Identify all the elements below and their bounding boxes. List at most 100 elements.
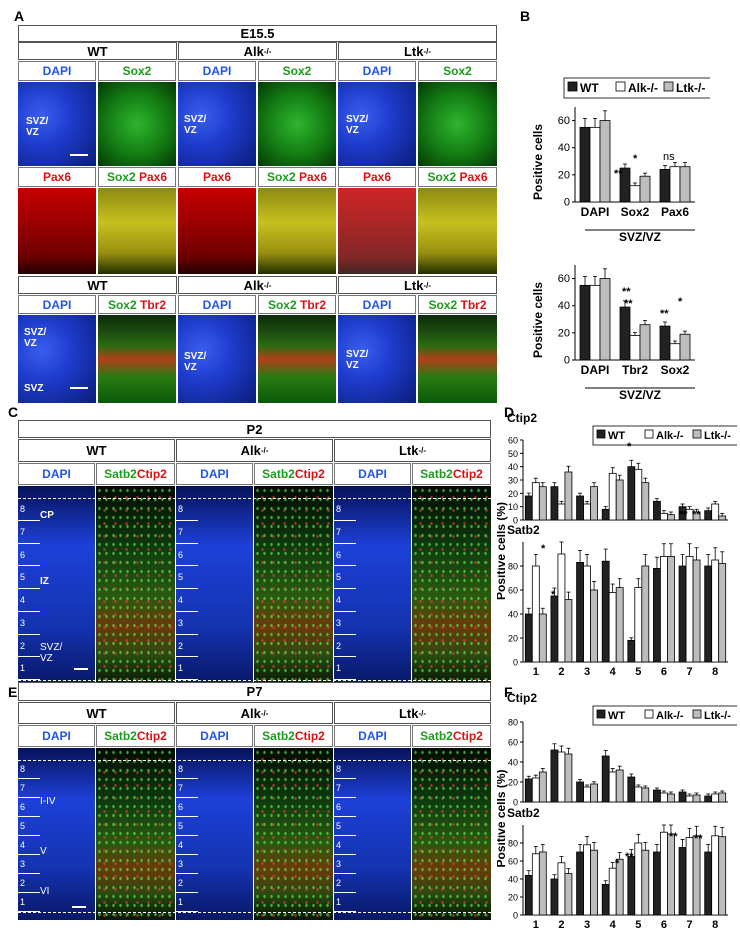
y-tick-label: 20 <box>508 778 518 788</box>
y-axis-title: Positive cells <box>531 124 545 200</box>
genotype-wt-c: WT <box>18 439 175 462</box>
legend-label-0: WT <box>580 81 599 95</box>
bin-label-3: 3 <box>18 612 40 635</box>
y-tick-label: 80 <box>508 718 518 728</box>
micrograph-dapi-p2-wt: CP IZ SVZ/ VZ <box>18 486 95 686</box>
bin-label-4: 4 <box>334 836 356 855</box>
micrograph-sox2-pax6-ltk <box>418 188 497 274</box>
bar-ltk-5 <box>641 787 650 803</box>
stage-label-e15: E15.5 <box>18 25 497 42</box>
micrograph-dapi-alk-2: SVZ/ VZ <box>178 315 256 403</box>
bar-wt-8 <box>704 795 713 803</box>
bar-alk-7 <box>685 837 694 916</box>
bin-label-2: 2 <box>334 874 356 893</box>
y-tick-label: 30 <box>508 476 518 486</box>
bar-ltk-dapi <box>599 278 611 361</box>
bin-label-1: 1 <box>334 657 356 680</box>
y-axis-title: Positive cells <box>531 282 545 358</box>
bar-alk-5 <box>634 786 643 803</box>
micrograph-dapi-wt: SVZ/ VZ <box>18 82 96 166</box>
micrograph-pax6-wt <box>18 188 96 274</box>
bin-label-1: 1 <box>176 893 198 912</box>
legend-swatch-0 <box>596 429 606 439</box>
bar-wt-1 <box>524 778 533 803</box>
y-tick-label: 40 <box>508 758 518 768</box>
bar-wt-4 <box>601 883 610 916</box>
zone-label-svz-vz: SVZ/ VZ <box>40 642 63 664</box>
micrograph-dapi-wt-2: SVZ/ VZ SVZ <box>18 315 96 403</box>
bin-label-2: 2 <box>18 635 40 658</box>
bar-alk-5 <box>634 468 643 521</box>
bin-label-3: 3 <box>334 855 356 874</box>
bar-wt-7 <box>678 565 687 663</box>
bar-ltk-2 <box>564 873 573 916</box>
micrograph-sox2-tbr2-ltk <box>418 315 497 403</box>
zone-label-vi: VI <box>40 886 50 897</box>
micrograph-satb2-ctip2-p2-ltk <box>412 486 491 686</box>
bar-wt-7 <box>678 847 687 916</box>
scale-bar <box>72 906 86 908</box>
y-tick-label: 20 <box>508 634 518 644</box>
bar-ltk-3 <box>590 783 598 803</box>
legend-label-0: WT <box>608 430 625 442</box>
legend-swatch-2 <box>692 429 702 439</box>
x-tick-label-pax6: Pax6 <box>661 205 689 219</box>
micrograph-dapi-p7-wt: I-IV V VI <box>18 748 95 920</box>
label-sox2: Sox2 <box>258 61 336 81</box>
micrograph-satb2-ctip2-p2-wt <box>96 486 175 686</box>
significance-mark: * <box>551 589 556 601</box>
bin-label-7: 7 <box>334 779 356 798</box>
x-tick-label-4: 4 <box>610 666 617 678</box>
bar-alk-2 <box>557 503 566 521</box>
bar-ltk-6 <box>667 793 675 803</box>
label-satb2-ctip2: Satb2 Ctip2 <box>412 725 491 747</box>
bar-ltk-8 <box>718 515 727 521</box>
bar-ltk-7 <box>692 835 701 916</box>
x-tick-label-5: 5 <box>635 919 641 930</box>
bar-ltk-4 <box>615 769 624 803</box>
bar-wt-tbr2 <box>619 306 631 361</box>
micrograph-dapi-ltk-2: SVZ/ VZ <box>338 315 416 403</box>
x-tick-label-dapi: DAPI <box>581 205 610 219</box>
bar-ltk-sox2 <box>679 333 691 361</box>
bar-alk-1 <box>531 565 540 663</box>
bar-ltk-8 <box>718 836 727 916</box>
x-tick-label-sox2: Sox2 <box>621 205 650 219</box>
bar-ltk-dapi <box>599 120 611 203</box>
legend-label-0: WT <box>608 710 625 722</box>
label-pax6: Pax6 <box>18 167 96 187</box>
bar-wt-3 <box>576 781 584 803</box>
bar-wt-5 <box>627 776 636 803</box>
zone-label-v: V <box>40 846 47 857</box>
panel-letter-f: F <box>504 684 513 700</box>
label-dapi: DAPI <box>18 725 95 747</box>
bin-label-8: 8 <box>176 498 198 521</box>
bar-alk-6 <box>660 831 668 916</box>
bar-wt-4 <box>601 755 610 803</box>
label-satb2-ctip2: Satb2 Ctip2 <box>96 725 175 747</box>
legend-swatch-0 <box>596 709 606 719</box>
x-tick-label-dapi: DAPI <box>581 363 610 377</box>
x-tick-label-sox2: Sox2 <box>661 363 690 377</box>
bar-wt-4 <box>601 508 610 521</box>
bin-label-5: 5 <box>176 817 198 836</box>
panel-letter-d: D <box>504 404 515 420</box>
label-satb2-ctip2: Satb2 Ctip2 <box>254 463 333 485</box>
label-sox2-pax6: Sox2 Pax6 <box>98 167 176 187</box>
bar-ltk-1 <box>538 486 547 521</box>
bar-wt-5 <box>627 466 636 521</box>
bin-label-6: 6 <box>176 544 198 567</box>
bin-label-6: 6 <box>18 798 40 817</box>
y-tick-label: 40 <box>508 875 518 885</box>
bar-alk-4 <box>608 867 617 916</box>
bin-label-3: 3 <box>176 855 198 874</box>
bar-ltk-6 <box>667 555 675 663</box>
bar-alk-2 <box>557 862 566 916</box>
micrograph-sox2-pax6-wt <box>98 188 176 274</box>
bin-label-7: 7 <box>18 521 40 544</box>
label-dapi: DAPI <box>18 463 95 485</box>
